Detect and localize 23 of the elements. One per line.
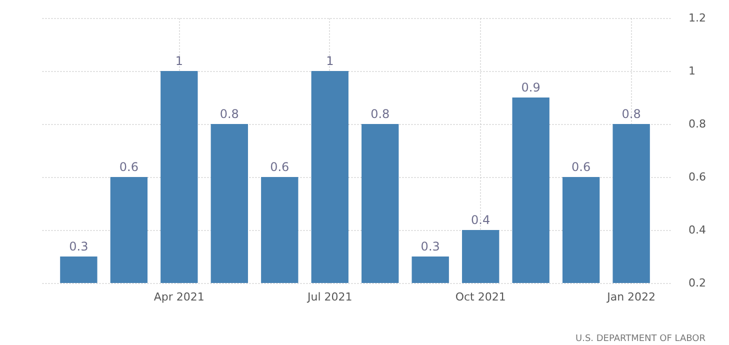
data-label: 0.9: [521, 80, 540, 94]
data-label: 0.8: [370, 107, 390, 121]
data-label: 1: [175, 54, 183, 68]
data-label: 0.8: [622, 107, 641, 121]
text: U.S. DEPARTMENT OF LABOR: [575, 334, 706, 344]
data-label: 0.3: [69, 240, 88, 254]
data-label: 1: [326, 54, 334, 68]
data-label: 0.4: [471, 213, 490, 227]
data-label: 0.6: [119, 160, 138, 174]
x-tick-label: Jul 2021: [306, 290, 352, 304]
y-tick-label: 0.2: [688, 276, 706, 290]
y-tick-label: 0.6: [688, 170, 706, 184]
data-label: 0.6: [270, 160, 290, 174]
data-label: 0.8: [220, 107, 239, 121]
y-tick-label: 0.8: [688, 118, 706, 130]
data-label: 0.3: [420, 240, 440, 254]
data-label: 0.6: [572, 160, 591, 174]
x-tick-label: Jan 2022: [606, 290, 656, 304]
x-tick-label: Apr 2021: [154, 290, 204, 304]
y-tick-label: 1: [688, 64, 696, 78]
y-tick-label: 1.2: [688, 12, 706, 24]
x-tick-label: Oct 2021: [455, 290, 506, 304]
y-tick-label: 0.4: [688, 224, 706, 236]
